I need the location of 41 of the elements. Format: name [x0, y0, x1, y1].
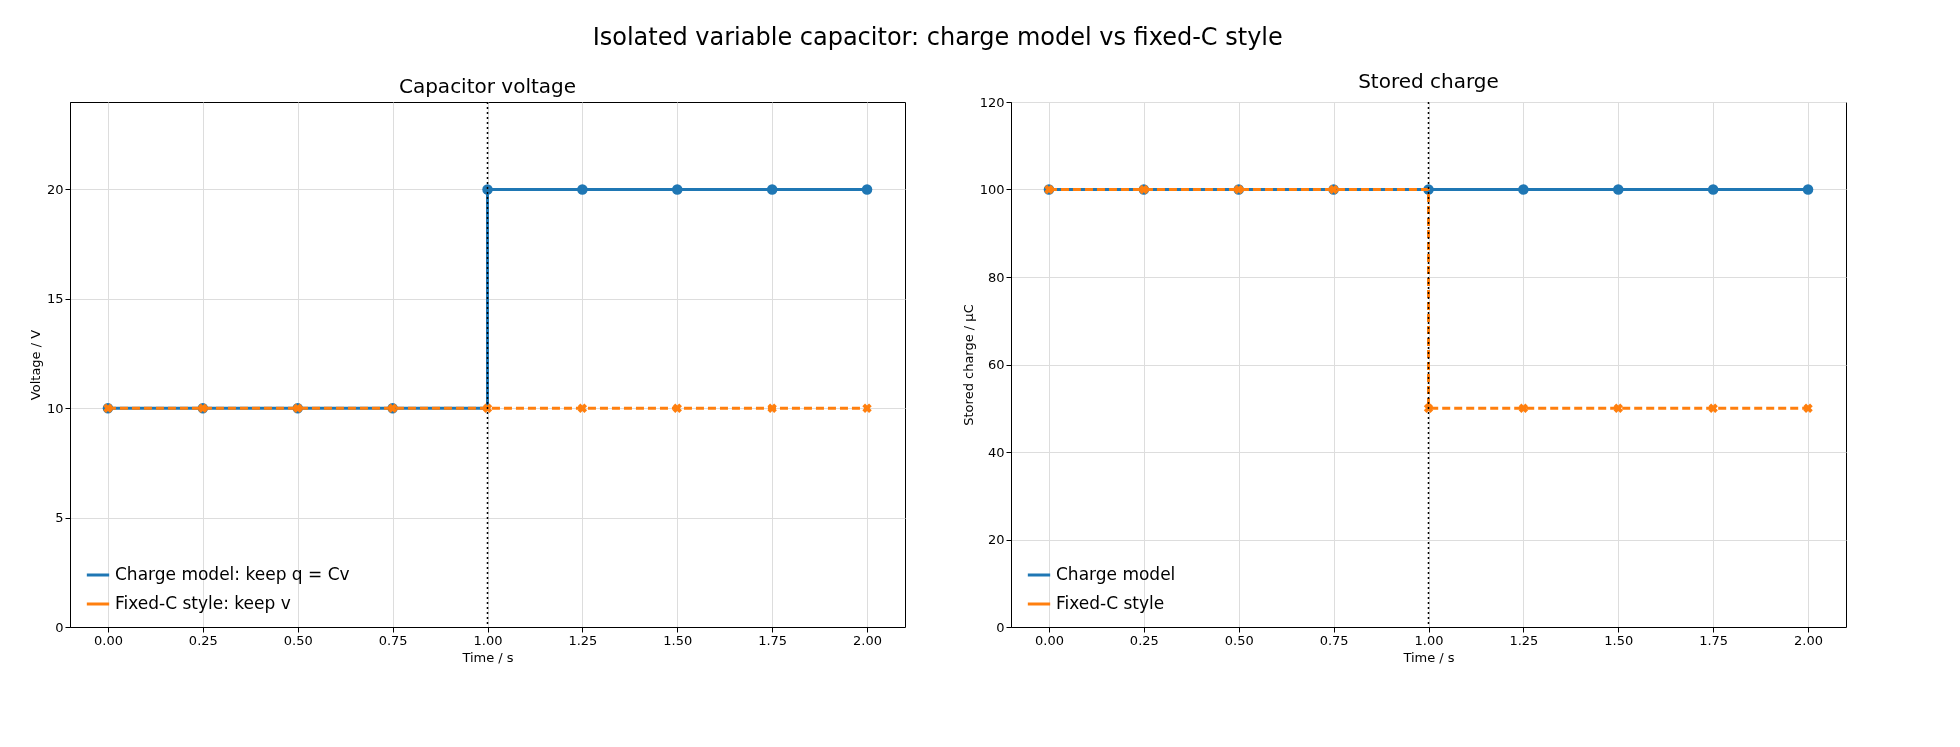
chart-title: Capacitor voltage	[398, 74, 577, 99]
y-tick-label: 20	[987, 532, 1005, 547]
y-axis-title: Stored charge / μC	[960, 304, 976, 426]
x-tick-label: 0.25	[1129, 632, 1159, 648]
x-tick-label: 0.00	[93, 632, 123, 648]
x-tick-label: 1.75	[1699, 632, 1729, 648]
x-tick-label: 0.00	[1034, 632, 1064, 648]
legend-label: Fixed-C style	[1056, 593, 1165, 613]
x-tick-label: 1.25	[568, 632, 598, 648]
y-tick-label: 40	[987, 444, 1005, 460]
x-axis-title: Time / s	[1402, 649, 1455, 665]
y-tick-label: 120	[979, 94, 1005, 110]
x-tick-label: 2.00	[1794, 632, 1824, 648]
x-tick-label: 0.50	[283, 632, 313, 648]
chart-title: Stored charge	[1358, 69, 1499, 93]
x-tick-label: 1.00	[1414, 632, 1444, 648]
x-tick-label: 0.75	[1319, 632, 1349, 648]
x-tick-label: 1.75	[758, 632, 788, 648]
y-tick-label: 100	[979, 182, 1005, 197]
y-tick-label: 15	[46, 291, 64, 307]
y-tick-label: 0	[996, 619, 1005, 635]
legend-label: Charge model	[1056, 564, 1176, 584]
x-tick-label: 1.50	[1604, 632, 1634, 648]
text: Isolated variable capacitor: charge model vs fixed-C style	[592, 22, 1283, 51]
x-tick-label: 1.00	[473, 632, 503, 648]
x-tick-label: 1.25	[1509, 632, 1539, 648]
x-tick-label: 1.50	[663, 632, 693, 648]
y-tick-label: 60	[987, 357, 1005, 372]
x-tick-label: 0.25	[188, 632, 218, 648]
y-tick-label: 0	[55, 619, 64, 635]
x-tick-label: 0.75	[378, 632, 408, 648]
y-tick-label: 10	[46, 400, 64, 416]
y-tick-label: 20	[46, 182, 64, 197]
legend-label: Charge model: keep q = Cv	[115, 564, 350, 584]
x-tick-label: 0.50	[1224, 632, 1254, 648]
y-axis-title: Voltage / V	[27, 329, 43, 401]
x-tick-label: 2.00	[853, 632, 883, 648]
x-axis-title: Time / s	[461, 649, 514, 665]
y-tick-label: 80	[987, 269, 1005, 285]
legend-label: Fixed-C style: keep v	[115, 593, 291, 613]
y-tick-label: 5	[55, 510, 64, 526]
